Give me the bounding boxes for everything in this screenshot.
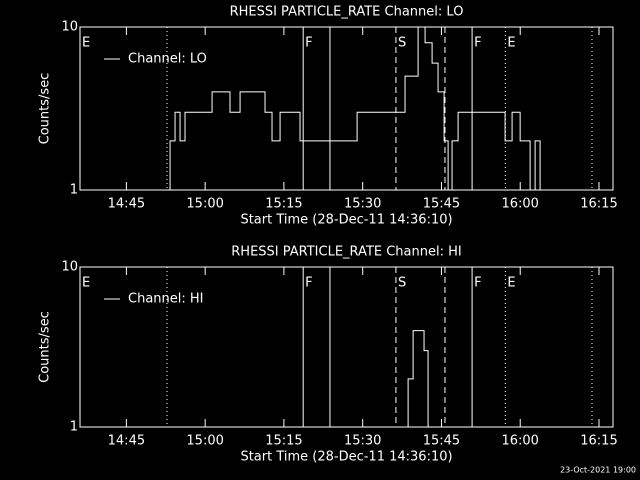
y-tick-label: 1 [70, 183, 78, 198]
x-tick-label: 16:00 [501, 434, 538, 449]
event-label: E [507, 276, 515, 291]
x-tick-label: 15:30 [344, 197, 381, 212]
chart-title: RHESSI PARTICLE_RATE Channel: HI [231, 245, 461, 260]
event-label: F [474, 36, 481, 51]
event-label: F [305, 36, 312, 51]
x-tick-label: 14:45 [108, 197, 145, 212]
y-tick-label: 10 [61, 20, 78, 35]
event-label: F [474, 276, 481, 291]
y-axis-label: Counts/sec [38, 311, 53, 383]
x-tick-label: 16:00 [501, 197, 538, 212]
x-tick-label: 15:45 [423, 434, 460, 449]
x-tick-label: 15:30 [344, 434, 381, 449]
x-tick-label: 15:15 [265, 434, 302, 449]
x-tick-label: 14:45 [108, 434, 145, 449]
x-axis-label: Start Time (28-Dec-11 14:36:10) [240, 450, 452, 465]
event-label: E [82, 36, 90, 51]
legend-label: Channel: HI [128, 292, 204, 307]
plot-frame [79, 266, 614, 428]
x-axis-label: Start Time (28-Dec-11 14:36:10) [240, 213, 452, 228]
series-line [405, 330, 429, 428]
x-tick-label: 16:15 [580, 197, 617, 212]
event-label: S [398, 276, 406, 291]
plot-frame [79, 26, 614, 191]
series-line [166, 26, 541, 191]
y-axis-label: Counts/sec [38, 73, 53, 145]
event-label: E [507, 36, 515, 51]
x-tick-label: 15:15 [265, 197, 302, 212]
y-tick-label: 1 [70, 420, 78, 435]
event-label: E [82, 276, 90, 291]
footer: 23-Oct-2021 19:00 [560, 466, 636, 475]
event-label: F [305, 276, 312, 291]
event-label: S [398, 36, 406, 51]
x-tick-label: 15:00 [186, 197, 223, 212]
legend-label: Channel: LO [128, 52, 207, 67]
x-tick-label: 15:45 [423, 197, 460, 212]
chart-title: RHESSI PARTICLE_RATE Channel: LO [230, 5, 464, 20]
x-tick-label: 16:15 [580, 434, 617, 449]
x-tick-label: 15:00 [186, 434, 223, 449]
y-tick-label: 10 [61, 260, 78, 275]
